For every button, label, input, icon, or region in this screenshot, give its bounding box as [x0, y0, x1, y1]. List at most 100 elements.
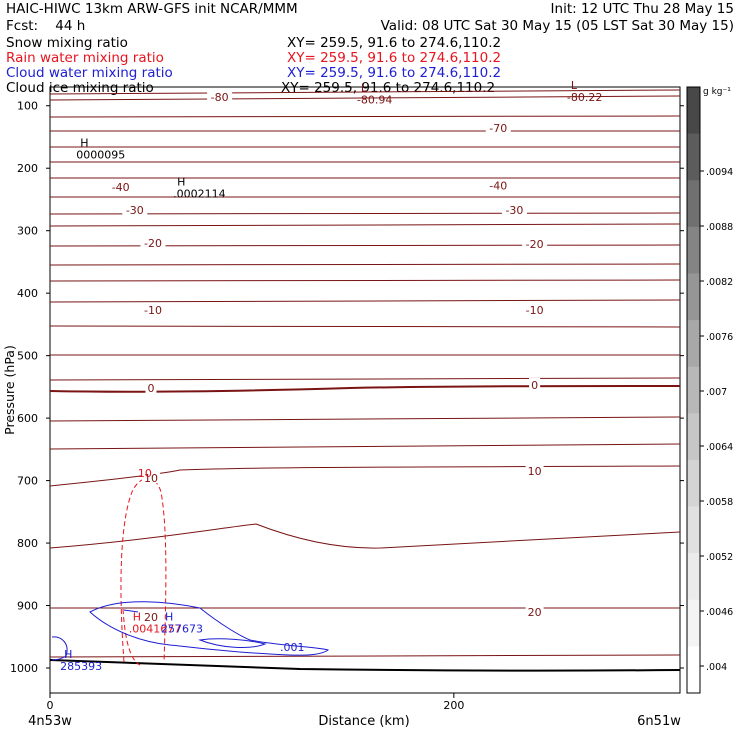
y-tick-label: 100 [17, 100, 38, 113]
extremum-value: 0000095 [76, 149, 125, 162]
y-tick-label: 300 [17, 225, 38, 238]
temperature-contour-label: 10 [144, 472, 158, 485]
colorbar-label: .0064 [706, 442, 733, 453]
colorbar-swatch [687, 553, 700, 601]
colorbar-label: .0076 [706, 332, 733, 343]
temperature-contour-label: -10 [526, 304, 544, 317]
contour-line [49, 416, 681, 422]
y-tick-label: 1000 [10, 662, 38, 675]
rain-water-contours [120, 478, 167, 666]
colorbar-label: .0094 [706, 167, 733, 178]
colorbar-swatch [687, 459, 700, 508]
y-tick-label: 700 [17, 475, 38, 488]
y-tick-label: 200 [17, 162, 38, 175]
colorbar-unit: g kg⁻¹ [703, 87, 731, 97]
y-tick-label: 500 [17, 350, 38, 363]
colorbar-label: .004 [706, 662, 727, 673]
contour-line [49, 263, 681, 266]
plot-frame [49, 86, 681, 694]
extremum-marker: L [571, 79, 578, 92]
colorbar-swatch [687, 366, 700, 414]
contour-label: 10 [138, 467, 152, 480]
colorbar-swatch [687, 180, 700, 228]
x-start-label: 4n53w [28, 714, 72, 729]
contour-line [49, 523, 681, 549]
header: HAIC-HIWC 13km ARW-GFS init NCAR/MMM Ini… [6, 1, 734, 96]
contour-line [49, 299, 681, 303]
cloud-water-contour-line [51, 636, 68, 661]
extremum-value: -80.22 [567, 91, 602, 104]
forecast-hour: Fcst: 44 h [6, 18, 85, 34]
model-title: HAIC-HIWC 13km ARW-GFS init NCAR/MMM [6, 1, 298, 17]
cloud-water-contour-line [198, 638, 267, 648]
y-tick-label: 900 [17, 600, 38, 613]
contour-label-bg [141, 471, 160, 484]
temperature-contour-label: -10 [144, 304, 162, 317]
temperature-contour-label: 20 [144, 611, 158, 624]
contour-line [49, 465, 681, 487]
contour-label-bg [501, 203, 527, 216]
temperature-contours [49, 89, 681, 672]
cloud-water-contours [51, 601, 330, 661]
field-xy-cloud-water: XY= 259.5, 91.6 to 274.6,110.2 [287, 65, 501, 81]
x-axis: 0 200 [47, 693, 464, 712]
x-tick-label: 0 [47, 699, 54, 712]
y-axis-label: Pressure (hPa) [2, 345, 17, 435]
temperature-contour-label: 0 [531, 379, 538, 392]
colorbar-swatch [687, 273, 700, 321]
colorbar-swatch [687, 599, 700, 647]
colorbar-label: .0046 [706, 607, 733, 618]
contour-label-bg [485, 121, 511, 134]
valid-time: Valid: 08 UTC Sat 30 May 15 (05 LST Sat … [381, 18, 734, 34]
colorbar-label: .0058 [706, 497, 733, 508]
contour-label-bg [485, 178, 511, 191]
extrema-labels: L-80.94L-80.22H0000095H.0002114H.0041677… [60, 79, 602, 673]
extremum-marker: L [361, 82, 368, 95]
extremum-value: .0002114 [173, 187, 226, 200]
cloud-water-contour-line [123, 609, 139, 613]
field-name-cloud-ice: Cloud ice mixing ratio [6, 80, 154, 96]
contour-label: .001 [280, 641, 305, 654]
temperature-contour-label: -20 [526, 238, 544, 251]
init-time: Init: 12 UTC Thu 28 May 15 [551, 1, 734, 17]
colorbar-swatch [687, 320, 700, 368]
x-end-label: 6n51w [637, 714, 681, 729]
contour-line [49, 654, 681, 658]
contour-label-bg [108, 179, 134, 192]
temperature-contour-label: -20 [144, 237, 162, 250]
y-tick-label: 400 [17, 287, 38, 300]
extremum-marker: H [64, 648, 72, 661]
colorbar: .0094 .0088 .0082 .0076 .007 .0064 .0058 .0052.… [686, 86, 733, 694]
temperature-contour-label: 0 [147, 382, 154, 395]
contour-label-bg [140, 303, 166, 316]
extremum-marker: H [165, 610, 173, 623]
contour-label-bg [522, 303, 548, 316]
contour-line [49, 223, 681, 227]
y-tick-label: 800 [17, 537, 38, 550]
cloud-water-contour-line [89, 601, 330, 656]
x-tick-label: 200 [443, 699, 464, 712]
contour-line [49, 95, 681, 101]
colorbar-swatch [687, 133, 700, 181]
contour-label-bg [122, 203, 148, 216]
contour-label-bg [525, 464, 544, 477]
field-xy-snow: XY= 259.5, 91.6 to 274.6,110.2 [287, 35, 501, 51]
temperature-contour-label: 10 [528, 465, 542, 478]
plot-area [49, 86, 681, 694]
temperature-contour-label: 20 [528, 606, 542, 619]
colorbar-swatch [687, 226, 700, 274]
colorbar-label: .0082 [706, 277, 733, 288]
field-xy-rain: XY= 259.5, 91.6 to 274.6,110.2 [287, 50, 501, 66]
colorbar-frame [686, 86, 701, 694]
contour-line [49, 385, 681, 393]
colorbar-swatch [687, 506, 700, 554]
temperature-contour-label: -80 [211, 91, 229, 104]
contour-label-bg [525, 604, 544, 617]
contour-label-bg [529, 378, 541, 391]
colorbar-label: .0052 [706, 552, 733, 563]
contour-label-bg [207, 89, 233, 102]
extremum-value: -80.94 [357, 94, 392, 107]
colorbar-swatch [687, 646, 700, 694]
